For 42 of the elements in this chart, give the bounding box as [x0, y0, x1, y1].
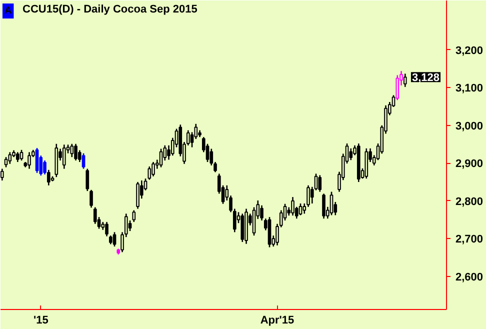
candlestick [82, 152, 86, 170]
y-tick-label: 3,200 [456, 44, 484, 57]
candlestick [74, 143, 78, 162]
candlestick [240, 213, 244, 243]
candlestick [46, 169, 50, 186]
candlestick [403, 73, 407, 88]
candlestick [20, 149, 24, 162]
candlestick [291, 196, 294, 216]
candlestick [349, 148, 353, 161]
candlestick [152, 161, 155, 177]
candlestick [159, 148, 163, 168]
text: 3,128 [412, 72, 440, 84]
candlestick [132, 210, 136, 223]
candlestick [105, 221, 108, 237]
candlestick [93, 206, 97, 225]
y-tick-label: 2,900 [456, 158, 484, 170]
candlestick [90, 189, 93, 208]
candlestick [28, 152, 31, 170]
candlestick [43, 160, 46, 176]
candlestick [322, 193, 326, 220]
x-tick-label: '15 [33, 314, 48, 326]
candlestick [16, 152, 20, 163]
y-tick-label: 2,800 [456, 196, 484, 208]
y-tick-label: 2,700 [456, 234, 484, 246]
candlestick [128, 220, 132, 232]
y-tick-label: 3,100 [456, 82, 484, 95]
candlestick [298, 202, 302, 216]
y-tick-label: 3,000 [456, 120, 484, 132]
chart-title: CCU15(D) - Daily Cocoa Sep 2015 [22, 4, 198, 16]
annotation: A [4, 6, 12, 16]
candlestick [136, 181, 140, 210]
candlestick [8, 152, 12, 165]
candlestick [318, 174, 322, 192]
candlestick [70, 143, 74, 158]
candlestick [330, 191, 334, 216]
candlestick [62, 144, 66, 170]
candlestick [148, 166, 152, 180]
candlestick [86, 168, 90, 192]
x-tick-label: Apr'15 [260, 314, 294, 326]
y-tick-label: 2,600 [456, 271, 484, 284]
candlestick [35, 147, 39, 174]
candlestick [4, 156, 8, 168]
